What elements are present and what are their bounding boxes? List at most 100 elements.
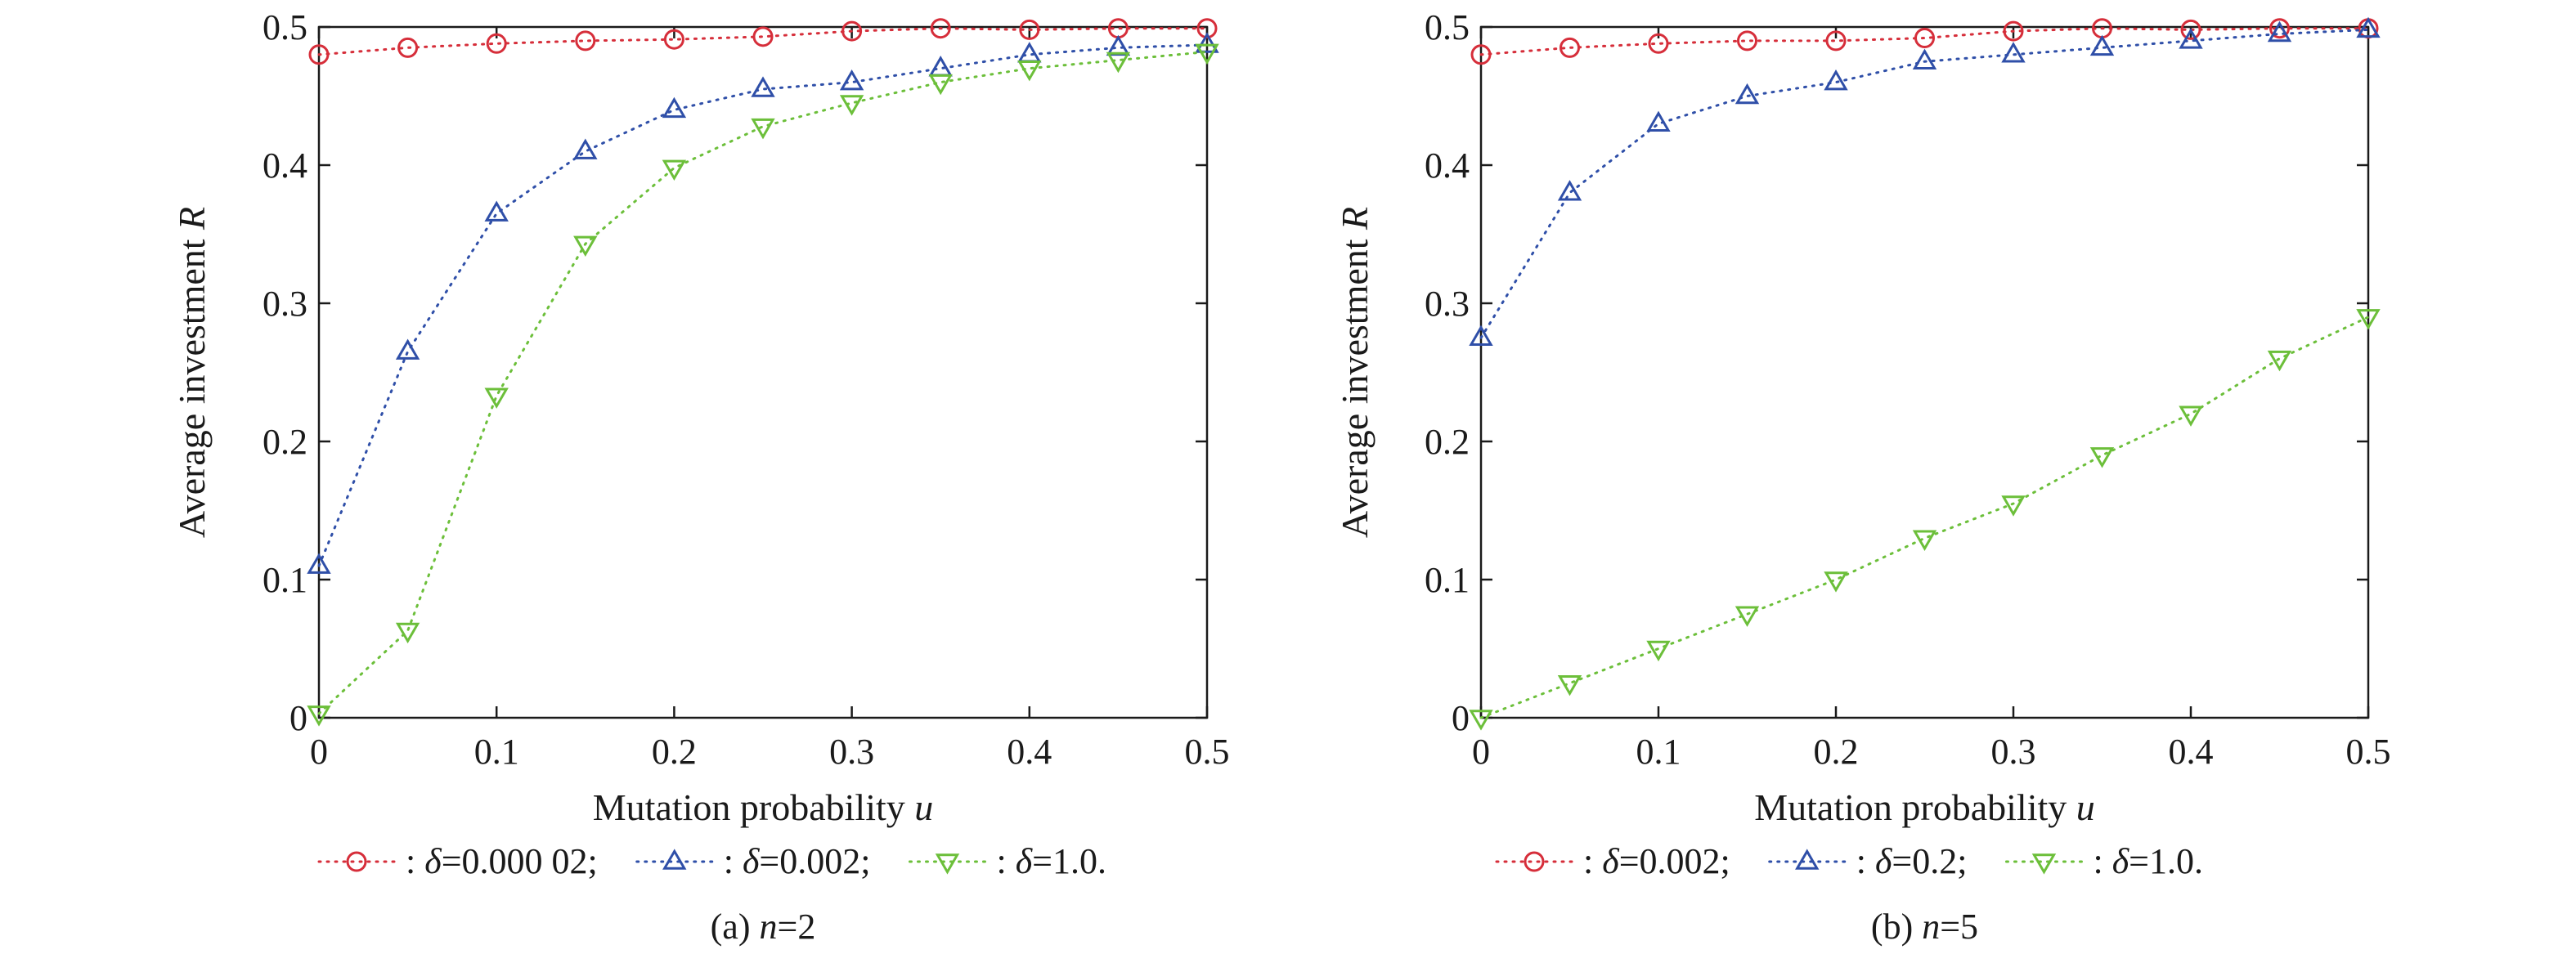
y-tick-label: 0.2 [263, 422, 307, 462]
legend-item-red: : δ=0.002; [1495, 841, 1730, 881]
x-axis-label-text: Mutation probability [593, 786, 915, 828]
data-point-triangle-up [1912, 48, 1937, 69]
data-point-triangle-down [307, 705, 331, 727]
x-axis-label-var: u [914, 786, 933, 828]
legend-colon: : [996, 841, 1015, 881]
data-point-triangle-down [2089, 447, 2115, 468]
data-point-circle [308, 44, 330, 65]
series-green [1469, 309, 2381, 731]
y-tick-label: 0.3 [1425, 284, 1470, 324]
panel-caption: (a) n=2 [711, 907, 816, 947]
data-point-circle [1560, 37, 1580, 58]
x-tick-label: 0 [310, 732, 328, 772]
data-point-triangle-up [1017, 42, 1042, 63]
legend-label: : δ=0.2; [1856, 841, 1968, 881]
data-point-triangle-up [1735, 83, 1760, 105]
x-axis-label: Mutation probability u [1754, 786, 2095, 828]
x-tick-label: 0.5 [2346, 732, 2391, 772]
data-point-circle [1470, 44, 1492, 65]
x-axis-label-var: u [2076, 786, 2095, 828]
panel-caption: (b) n=5 [1871, 907, 1978, 947]
y-axis-label-text: Average investment [1334, 230, 1376, 538]
data-point-triangle-down [573, 235, 598, 257]
legend-colon: : [2093, 841, 2112, 881]
legend-marker-triangle-down [2031, 853, 2057, 875]
legend-value: =0.000 02; [442, 841, 598, 881]
caption-rest: =5 [1940, 907, 1978, 947]
legend: : δ=0.000 02;: δ=0.002;: δ=1.0. [317, 841, 1106, 881]
data-point-circle [841, 20, 863, 42]
legend-symbol: δ [1016, 841, 1034, 881]
data-point-triangle-down [395, 622, 420, 644]
data-point-triangle-down [484, 387, 509, 409]
x-tick-label: 0.1 [474, 732, 519, 772]
x-tick-label: 0.2 [652, 732, 697, 772]
caption-prefix: (a) [711, 907, 760, 947]
data-point-circle [2003, 20, 2024, 42]
y-axis-label-var: R [171, 207, 213, 231]
data-point-circle [663, 29, 684, 50]
data-point-triangle-up [1646, 110, 1671, 132]
data-point-triangle-down [928, 74, 953, 96]
data-point-triangle-up [1824, 69, 1848, 91]
data-point-triangle-down [1469, 710, 1493, 731]
data-point-triangle-down [2179, 405, 2203, 427]
x-tick-label: 0 [1472, 732, 1490, 772]
caption-prefix: (b) [1871, 907, 1922, 947]
legend-value: =1.0. [1032, 841, 1106, 881]
legend-symbol: δ [424, 841, 442, 881]
data-point-triangle-up [1195, 32, 1219, 53]
y-axis-label-text: Average investment [171, 230, 213, 538]
series-blue [307, 32, 1219, 574]
legend-symbol: δ [743, 841, 761, 881]
data-point-triangle-down [839, 95, 864, 116]
data-point-triangle-up [395, 338, 420, 360]
data-point-triangle-down [1195, 43, 1219, 65]
legend-item-red: : δ=0.000 02; [317, 841, 598, 881]
series-red [1470, 18, 2379, 65]
data-point-triangle-down [662, 159, 687, 181]
y-tick-label: 0.4 [263, 146, 307, 186]
legend-value: =1.0. [2129, 841, 2203, 881]
data-point-triangle-down [1557, 675, 1582, 696]
y-axis-label: Average investment R [1334, 207, 1376, 538]
data-point-circle [2269, 18, 2290, 39]
series-red [308, 18, 1218, 65]
legend-marker-circle [346, 851, 367, 872]
legend-item-green: : δ=1.0. [2004, 841, 2203, 881]
data-point-triangle-down [751, 118, 775, 140]
chart-panel-b: 0 0.1 0.2 0.3 0.4 0.5 0 0.1 0.2 0.3 0.4 0.5 Mutation… [1334, 7, 2391, 947]
data-point-triangle-up [662, 96, 687, 119]
legend-label: : δ=0.002; [1583, 841, 1730, 881]
legend-marker-triangle-up [662, 849, 687, 870]
data-point-circle [2180, 19, 2201, 40]
data-point-triangle-up [2001, 42, 2026, 63]
series-line [317, 43, 1209, 567]
data-point-circle [1825, 30, 1847, 52]
data-point-triangle-up [2356, 16, 2381, 38]
y-tick-label: 0.1 [263, 560, 307, 600]
legend-marker-triangle-up [1795, 849, 1820, 870]
data-point-circle [397, 37, 419, 58]
data-point-circle [575, 30, 596, 52]
legend-marker-triangle-down [935, 853, 960, 875]
data-point-circle [1019, 19, 1040, 40]
legend-symbol: δ [2112, 841, 2130, 881]
data-point-triangle-up [2089, 34, 2115, 56]
x-tick-label: 0.3 [1991, 732, 2036, 772]
x-axis-label-text: Mutation probability [1754, 786, 2076, 828]
data-point-triangle-up [484, 200, 509, 222]
data-point-circle [752, 26, 774, 47]
y-tick-label: 0 [289, 698, 307, 738]
data-point-circle [1737, 30, 1757, 52]
data-point-circle [1648, 33, 1669, 54]
chart-panel-a: 0 0.1 0.2 0.3 0.4 0.5 0 0.1 0.2 0.3 0.4 0.5 Mutation… [171, 7, 1230, 947]
data-point-triangle-up [928, 56, 953, 77]
data-point-triangle-up [1106, 34, 1131, 56]
y-tick-label: 0.4 [1425, 146, 1470, 186]
x-axis-label: Mutation probability u [593, 786, 934, 828]
legend-colon: : [724, 841, 743, 881]
legend-label: : δ=0.002; [724, 841, 871, 881]
series-line [1479, 28, 2370, 339]
